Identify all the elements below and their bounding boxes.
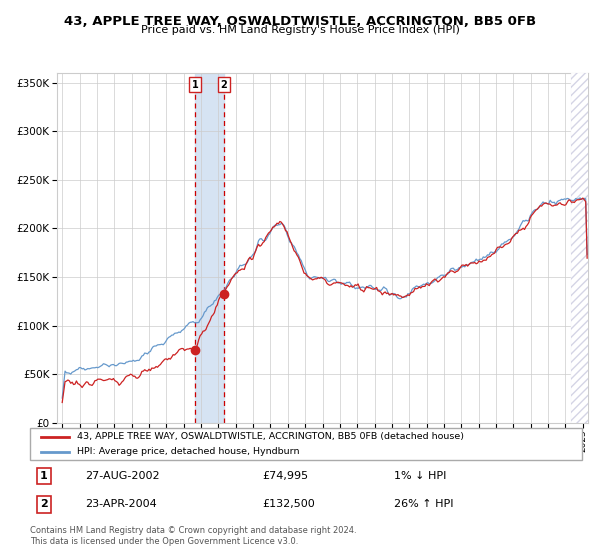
Text: £74,995: £74,995 <box>262 471 308 481</box>
Text: Price paid vs. HM Land Registry's House Price Index (HPI): Price paid vs. HM Land Registry's House … <box>140 25 460 35</box>
Text: 23-APR-2004: 23-APR-2004 <box>85 500 157 509</box>
Text: 26% ↑ HPI: 26% ↑ HPI <box>394 500 454 509</box>
Text: 2: 2 <box>220 80 227 90</box>
Text: 1: 1 <box>40 471 47 481</box>
Bar <box>195 73 224 423</box>
Text: 27-AUG-2002: 27-AUG-2002 <box>85 471 160 481</box>
Text: 43, APPLE TREE WAY, OSWALDTWISTLE, ACCRINGTON, BB5 0FB (detached house): 43, APPLE TREE WAY, OSWALDTWISTLE, ACCRI… <box>77 432 464 441</box>
Text: £132,500: £132,500 <box>262 500 314 509</box>
Text: 1% ↓ HPI: 1% ↓ HPI <box>394 471 446 481</box>
Text: HPI: Average price, detached house, Hyndburn: HPI: Average price, detached house, Hynd… <box>77 447 299 456</box>
Bar <box>571 73 596 423</box>
FancyBboxPatch shape <box>30 428 582 460</box>
Text: Contains HM Land Registry data © Crown copyright and database right 2024.
This d: Contains HM Land Registry data © Crown c… <box>30 526 356 546</box>
Bar <box>571 73 596 423</box>
Text: 1: 1 <box>191 80 199 90</box>
Text: 43, APPLE TREE WAY, OSWALDTWISTLE, ACCRINGTON, BB5 0FB: 43, APPLE TREE WAY, OSWALDTWISTLE, ACCRI… <box>64 15 536 27</box>
Text: 2: 2 <box>40 500 47 509</box>
